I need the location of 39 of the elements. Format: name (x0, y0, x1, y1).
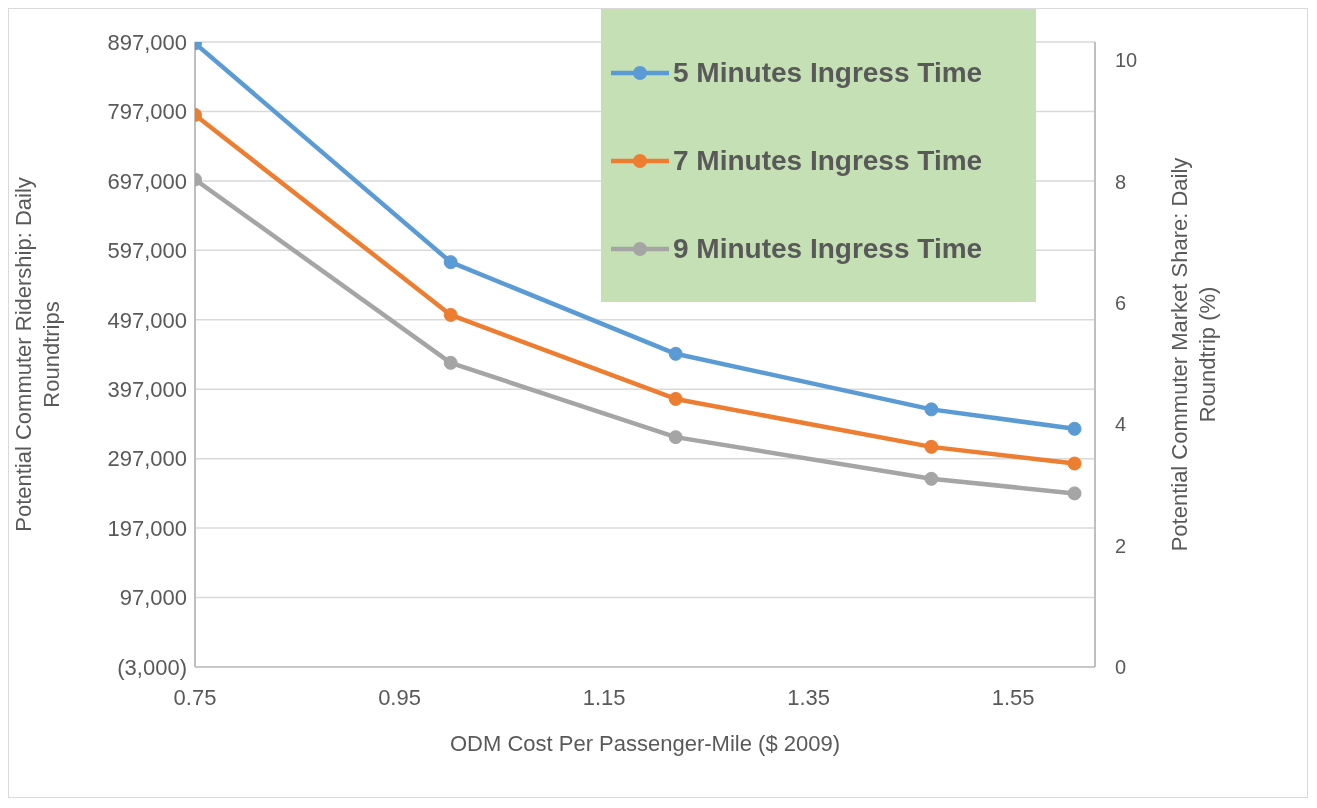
point (443, 255, 458, 270)
y2-tick-label: 2 (1115, 534, 1127, 557)
y-tick-label: 797,000 (107, 99, 187, 125)
legend-label: 7 Minutes Ingress Time (673, 145, 983, 177)
x-tick-label: 0.75 (173, 684, 217, 710)
y2-tick-label: 8 (1115, 170, 1127, 193)
y2-tick-label: 6 (1115, 292, 1127, 315)
y2-tick-label: 4 (1115, 413, 1127, 436)
point (924, 471, 939, 486)
x-axis-title: ODM Cost Per Passenger-Mile ($ 2009) (449, 731, 841, 756)
y-tick-label: 597,000 (107, 238, 187, 264)
point (668, 430, 683, 445)
x-tick-label: 1.15 (582, 684, 626, 710)
x-tick-label: 1.35 (787, 684, 831, 710)
y2-axis-title: Potential Commuter Market Share: Daily Roundtrip (%) (1167, 157, 1220, 552)
point (668, 391, 683, 406)
point (443, 307, 458, 322)
y-tick-label: 197,000 (107, 515, 187, 541)
y-tick-label: 397,000 (107, 377, 187, 403)
point (443, 355, 458, 370)
y-tick-label: 497,000 (107, 307, 187, 333)
y2-tick-label: 10 (1115, 49, 1138, 72)
point (1067, 486, 1082, 501)
y-tick-label: 697,000 (107, 168, 187, 194)
point (668, 346, 683, 361)
point (924, 439, 939, 454)
y2-tick-label: 0 (1115, 656, 1127, 679)
point (1067, 421, 1082, 436)
y-tick-label: 97,000 (119, 585, 187, 611)
legend-label: 9 Minutes Ingress Time (673, 233, 983, 265)
y-tick-label: (3,000) (117, 654, 187, 680)
y-axis-title: Potential Commuter Ridership: Daily Roundtrips (11, 177, 64, 532)
y-tick-label: 897,000 (107, 29, 187, 55)
x-tick-label: 1.55 (991, 684, 1035, 710)
x-tick-label: 0.95 (378, 684, 421, 710)
legend-label: 5 Minutes Ingress Time (673, 57, 983, 89)
point (1067, 456, 1082, 471)
point (924, 402, 939, 417)
y-tick-label: 297,000 (107, 446, 187, 472)
